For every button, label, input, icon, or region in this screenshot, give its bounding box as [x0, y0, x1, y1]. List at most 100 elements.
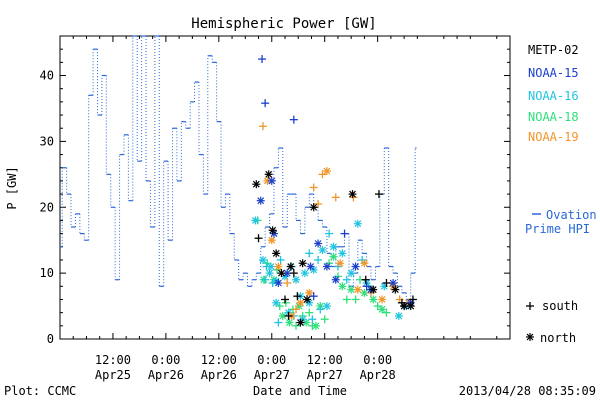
star-stroke: [299, 259, 307, 267]
star-stroke: [310, 203, 318, 211]
metop_02-south-marker: [281, 295, 289, 304]
x-tick-date-label: Apr27: [307, 368, 343, 382]
noaa_16-north-marker: [347, 269, 356, 278]
metop_02-south-marker: [284, 311, 293, 320]
noaa_18-south-marker: [342, 295, 351, 304]
noaa_18-north-marker: [285, 318, 294, 327]
star-stroke: [323, 167, 331, 175]
star-stroke: [323, 263, 331, 270]
noaa_16-south-marker: [261, 275, 270, 284]
y-tick-label: 10: [40, 266, 54, 280]
noaa_16-north-marker: [300, 269, 309, 278]
star-stroke: [349, 190, 356, 198]
noaa_19-north-marker: [322, 167, 331, 176]
noaa_16-south-marker: [274, 318, 283, 327]
noaa_18-north-marker: [329, 252, 338, 261]
star-stroke: [259, 256, 267, 264]
star-stroke: [257, 197, 265, 205]
legend: METP-02 NOAA-15 NOAA-16 NOAA-18 NOAA-19 Ovati…: [525, 43, 597, 345]
noaa_16-north-marker: [353, 219, 362, 228]
legend-label-noaa_18: NOAA-18: [528, 110, 579, 124]
noaa_15-north-marker: [274, 279, 283, 288]
star-stroke: [347, 286, 355, 294]
x-tick-time-label: 12:00: [95, 353, 131, 367]
metop_02-north-marker: [286, 262, 295, 271]
y-axis: 0 10 20 30 40: [40, 48, 510, 346]
star-stroke: [338, 282, 346, 290]
star-stroke: [274, 263, 282, 270]
noaa_15-north-marker: [267, 176, 276, 185]
noaa_15-north-marker: [322, 262, 331, 271]
star-stroke: [307, 263, 315, 270]
star-stroke: [266, 269, 273, 277]
y-tick-label: 40: [40, 69, 54, 83]
star-stroke: [332, 276, 340, 284]
noaa_19-south-marker: [258, 122, 267, 131]
star-stroke: [360, 259, 368, 267]
star-stroke: [269, 226, 277, 234]
noaa_15-south-marker: [261, 99, 270, 108]
star-stroke: [252, 180, 260, 188]
metop_02-north-marker: [277, 269, 286, 278]
star-stroke: [400, 302, 408, 310]
noaa_15-north-marker: [351, 262, 360, 271]
x-tick-time-label: 12:00: [201, 353, 237, 367]
noaa_16-north-marker: [338, 249, 347, 258]
noaa_19-south-marker: [283, 279, 292, 288]
noaa_16-north-marker: [265, 269, 274, 278]
noaa_18-south-marker: [292, 321, 301, 330]
noaa_16-north-marker: [292, 275, 301, 284]
noaa_16-north-marker: [394, 311, 403, 320]
x-tick-date-label: Apr25: [95, 368, 131, 382]
legend-label-metop_02: METP-02: [528, 43, 579, 57]
noaa_18-south-marker: [275, 302, 284, 311]
star-stroke: [303, 296, 311, 303]
star-stroke: [272, 249, 280, 257]
star-stroke: [352, 263, 360, 270]
noaa_16-north-marker: [318, 246, 327, 255]
noaa_16-south-marker: [314, 255, 323, 264]
noaa_19-north-marker: [336, 259, 345, 268]
metop_02-north-marker: [406, 302, 415, 311]
star-stroke: [283, 269, 291, 277]
legend-ovation-label-line2: Prime HPI: [525, 222, 590, 236]
noaa_16-north-marker: [258, 255, 267, 264]
legend-north-label: north: [540, 331, 576, 345]
metop_02-south-marker: [361, 275, 370, 284]
noaa_15-south-marker: [289, 115, 298, 124]
noaa_19-north-marker: [378, 295, 387, 304]
star-stroke: [310, 266, 318, 274]
noaa_19-north-marker: [353, 285, 362, 294]
metop_02-north-marker: [369, 285, 378, 294]
y-tick-label: 30: [40, 134, 54, 148]
x-tick-time-label: 0:00: [257, 353, 286, 367]
star-stroke: [360, 289, 368, 297]
noaa_16-north-marker: [272, 298, 281, 307]
x-tick-date-label: Apr28: [360, 368, 396, 382]
noaa_18-north-marker: [338, 282, 347, 291]
x-tick-date-label: Apr26: [201, 368, 237, 382]
star-stroke: [354, 286, 362, 294]
metop_02-south-marker: [293, 292, 302, 301]
metop_02-north-marker: [298, 259, 307, 268]
star-stroke: [407, 302, 415, 310]
star-stroke: [338, 249, 346, 257]
noaa_19-north-marker: [360, 259, 369, 268]
star-stroke: [389, 279, 397, 287]
noaa_18-north-marker: [360, 288, 369, 297]
legend-ovation-label: Ovation: [546, 208, 597, 222]
x-axis: 12:00Apr250:00Apr2612:00Apr260:00Apr2712…: [72, 36, 498, 382]
noaa_18-south-marker: [305, 308, 314, 317]
star-stroke: [330, 253, 337, 261]
noaa_16-south-marker: [316, 305, 325, 314]
x-tick-date-label: Apr26: [148, 368, 184, 382]
noaa_16-north-marker: [322, 302, 331, 311]
metop_02-south-marker: [289, 269, 298, 278]
star-stroke: [278, 269, 285, 277]
y-tick-label: 0: [47, 332, 54, 346]
star-stroke: [369, 296, 377, 303]
credit-label: Plot: CCMC: [4, 384, 76, 398]
star-stroke: [267, 263, 275, 270]
noaa_16-south-marker: [342, 275, 351, 284]
